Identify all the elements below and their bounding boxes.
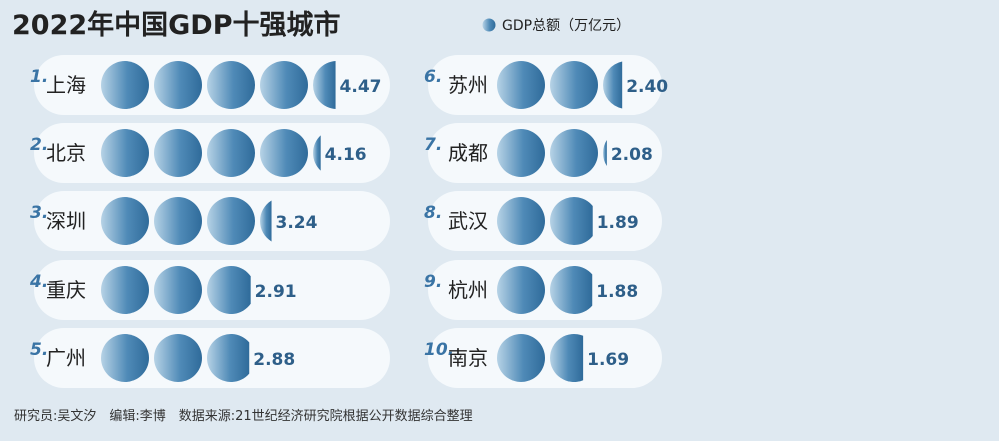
city-name: 苏州 xyxy=(448,73,488,97)
chart-title: 2022年中国GDP十强城市 xyxy=(12,9,341,41)
gdp-unit-bubble xyxy=(497,334,545,382)
gdp-unit-bubble xyxy=(154,266,202,314)
gdp-unit-bubble xyxy=(154,61,202,109)
gdp-unit-bubble xyxy=(497,61,545,109)
city-row: 1.上海 4.47 xyxy=(30,55,390,115)
gdp-partial-bubble xyxy=(260,200,272,242)
value-label: 2.40 xyxy=(626,77,668,97)
city-name: 北京 xyxy=(46,141,86,165)
value-label: 4.47 xyxy=(340,77,382,97)
value-label: 2.08 xyxy=(611,145,653,165)
city-row: 3.深圳 3.24 xyxy=(30,191,390,251)
legend: GDP总额（万亿元） xyxy=(482,18,630,34)
value-label: 1.89 xyxy=(597,213,639,233)
legend-bubble-icon xyxy=(482,18,496,32)
rank-label: 1. xyxy=(30,67,48,87)
gdp-partial-bubble xyxy=(550,334,584,383)
city-row: 8. 武汉 1.89 xyxy=(424,191,662,251)
legend-label: GDP总额（万亿元） xyxy=(502,18,630,34)
city-row: 6. 苏州 2.40 xyxy=(424,55,668,115)
city-row: 9. 杭州 1.88 xyxy=(424,260,662,320)
gdp-partial-bubble xyxy=(313,135,321,171)
city-rows: 1.上海 4.47 2.北京 4.16 3.深圳 3.24 4.重庆 2.91 5.广州 2.88… xyxy=(29,55,668,388)
gdp-partial-bubble xyxy=(549,266,593,315)
city-name: 上海 xyxy=(46,73,86,97)
gdp-partial-bubble xyxy=(603,139,607,167)
value-label: 1.69 xyxy=(587,350,629,370)
city-name: 南京 xyxy=(448,346,488,370)
gdp-unit-bubble xyxy=(154,129,202,177)
gdp-unit-bubble xyxy=(101,334,149,382)
gdp-unit-bubble xyxy=(154,197,202,245)
source-footer: 研究员:吴文汐 编辑:李博 数据来源:21世纪经济研究院根据公开数据综合整理 xyxy=(14,408,473,424)
value-label: 3.24 xyxy=(276,213,318,233)
gdp-partial-bubble xyxy=(550,197,593,246)
rank-label: 2. xyxy=(30,135,48,155)
gdp-unit-bubble xyxy=(154,334,202,382)
value-label: 4.16 xyxy=(325,145,367,165)
city-name: 成都 xyxy=(448,141,488,165)
gdp-unit-bubble xyxy=(550,129,598,177)
gdp-unit-bubble xyxy=(497,266,545,314)
rank-label: 3. xyxy=(30,203,48,223)
rank-label: 9. xyxy=(424,272,442,292)
rank-label: 8. xyxy=(424,203,442,223)
city-row: 7. 成都 2.08 xyxy=(424,123,662,183)
rank-label: 6. xyxy=(424,67,442,87)
city-row: 4.重庆 2.91 xyxy=(29,260,390,320)
gdp-unit-bubble xyxy=(207,129,255,177)
city-name: 深圳 xyxy=(46,209,86,233)
city-row: 2.北京 4.16 xyxy=(30,123,390,183)
gdp-unit-bubble xyxy=(207,61,255,109)
value-label: 2.88 xyxy=(253,350,295,370)
city-name: 广州 xyxy=(46,346,86,370)
value-label: 2.91 xyxy=(255,282,297,302)
gdp-unit-bubble xyxy=(260,129,308,177)
city-name: 重庆 xyxy=(46,278,86,302)
gdp-unit-bubble xyxy=(497,197,545,245)
gdp-unit-bubble xyxy=(101,129,149,177)
city-row: 5.广州 2.88 xyxy=(30,328,390,388)
gdp-unit-bubble xyxy=(101,197,149,245)
city-name: 武汉 xyxy=(448,209,488,233)
gdp-unit-bubble xyxy=(550,61,598,109)
city-name: 杭州 xyxy=(448,278,488,302)
rank-label: 4. xyxy=(29,272,48,292)
gdp-unit-bubble xyxy=(101,61,149,109)
gdp-partial-bubble xyxy=(312,61,336,109)
rank-label: 10. xyxy=(424,340,454,360)
rank-label: 5. xyxy=(30,340,48,360)
gdp-unit-bubble xyxy=(260,61,308,109)
gdp-unit-bubble xyxy=(101,266,149,314)
rank-label: 7. xyxy=(424,135,442,155)
city-row: 10.南京 1.69 xyxy=(424,328,662,388)
gdp-partial-bubble xyxy=(603,61,623,109)
gdp-partial-bubble xyxy=(207,266,251,314)
gdp-partial-bubble xyxy=(207,334,250,383)
gdp-unit-bubble xyxy=(207,197,255,245)
gdp-unit-bubble xyxy=(497,129,545,177)
value-label: 1.88 xyxy=(596,282,638,302)
